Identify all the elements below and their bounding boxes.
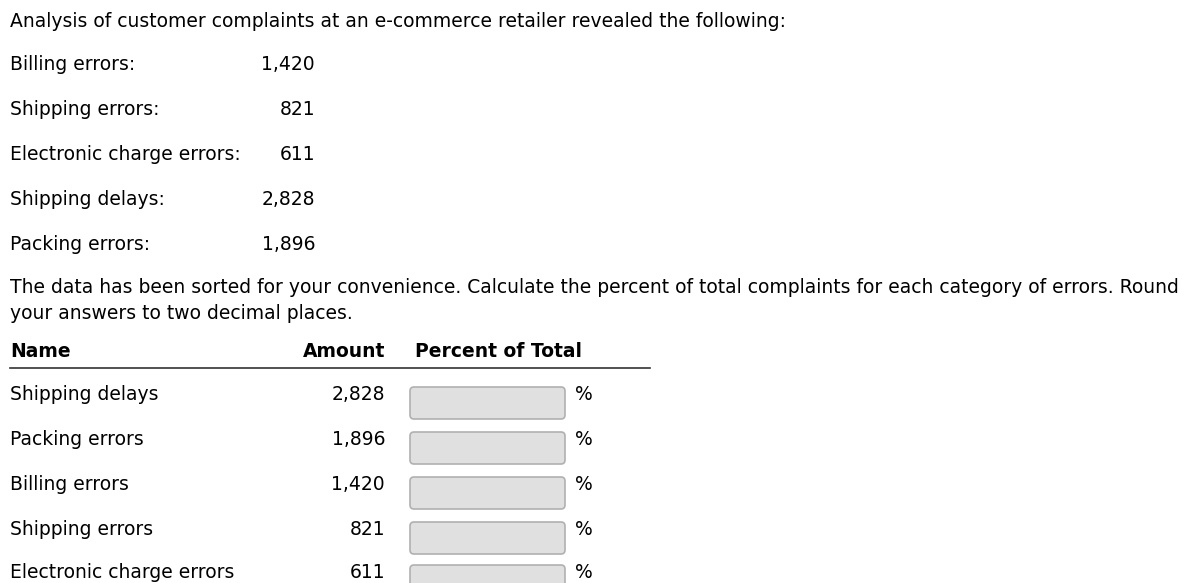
Text: Name: Name xyxy=(10,342,71,361)
Text: 2,828: 2,828 xyxy=(331,385,385,404)
Text: The data has been sorted for your convenience. Calculate the percent of total co: The data has been sorted for your conven… xyxy=(10,278,1178,297)
Text: Billing errors:: Billing errors: xyxy=(10,55,136,74)
Text: Shipping delays: Shipping delays xyxy=(10,385,158,404)
Text: %: % xyxy=(575,520,593,539)
Text: your answers to two decimal places.: your answers to two decimal places. xyxy=(10,304,353,323)
Text: Shipping delays:: Shipping delays: xyxy=(10,190,164,209)
Text: Billing errors: Billing errors xyxy=(10,475,128,494)
Text: 2,828: 2,828 xyxy=(262,190,314,209)
Text: %: % xyxy=(575,430,593,449)
Text: Packing errors: Packing errors xyxy=(10,430,144,449)
Text: Electronic charge errors: Electronic charge errors xyxy=(10,563,234,582)
Text: %: % xyxy=(575,385,593,404)
Text: Analysis of customer complaints at an e-commerce retailer revealed the following: Analysis of customer complaints at an e-… xyxy=(10,12,786,31)
FancyBboxPatch shape xyxy=(410,565,565,583)
Text: 611: 611 xyxy=(280,145,314,164)
Text: 611: 611 xyxy=(349,563,385,582)
FancyBboxPatch shape xyxy=(410,522,565,554)
FancyBboxPatch shape xyxy=(410,477,565,509)
Text: Amount: Amount xyxy=(302,342,385,361)
Text: 821: 821 xyxy=(349,520,385,539)
Text: Electronic charge errors:: Electronic charge errors: xyxy=(10,145,241,164)
FancyBboxPatch shape xyxy=(410,387,565,419)
Text: %: % xyxy=(575,475,593,494)
Text: Packing errors:: Packing errors: xyxy=(10,235,150,254)
Text: Shipping errors: Shipping errors xyxy=(10,520,154,539)
Text: 1,896: 1,896 xyxy=(331,430,385,449)
Text: %: % xyxy=(575,563,593,582)
Text: 1,420: 1,420 xyxy=(331,475,385,494)
FancyBboxPatch shape xyxy=(410,432,565,464)
Text: 1,420: 1,420 xyxy=(262,55,314,74)
Text: Percent of Total: Percent of Total xyxy=(415,342,582,361)
Text: 1,896: 1,896 xyxy=(262,235,314,254)
Text: Shipping errors:: Shipping errors: xyxy=(10,100,160,119)
Text: 821: 821 xyxy=(280,100,314,119)
